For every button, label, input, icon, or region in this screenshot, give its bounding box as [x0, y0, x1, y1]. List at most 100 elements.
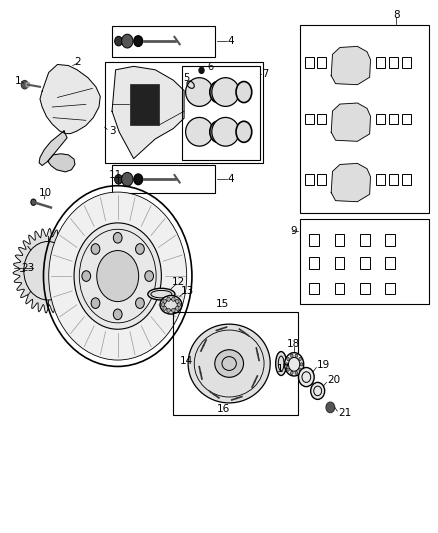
Text: 18: 18	[286, 339, 300, 349]
Bar	[317, 114, 326, 124]
Bar	[130, 84, 159, 125]
Circle shape	[176, 299, 179, 303]
Text: 11: 11	[109, 170, 122, 180]
Text: 15: 15	[216, 298, 230, 309]
Text: 4: 4	[228, 36, 234, 46]
Circle shape	[286, 363, 288, 366]
Polygon shape	[13, 228, 82, 313]
Polygon shape	[112, 66, 184, 159]
Text: 10: 10	[39, 188, 52, 198]
Ellipse shape	[186, 117, 213, 146]
Bar	[376, 57, 385, 68]
Bar	[309, 234, 319, 246]
Text: 19: 19	[317, 360, 331, 370]
Circle shape	[285, 353, 304, 376]
Ellipse shape	[215, 350, 244, 377]
Ellipse shape	[188, 324, 270, 403]
Polygon shape	[40, 64, 100, 134]
Ellipse shape	[210, 82, 226, 102]
Bar	[173, 312, 297, 415]
Bar	[389, 57, 398, 68]
Text: 5: 5	[183, 73, 189, 83]
Text: 1: 1	[14, 77, 21, 86]
Circle shape	[163, 306, 166, 310]
Bar	[305, 114, 314, 124]
Circle shape	[163, 299, 166, 303]
Text: 4: 4	[228, 174, 234, 184]
Circle shape	[295, 354, 298, 357]
Circle shape	[136, 298, 144, 309]
Ellipse shape	[276, 352, 286, 375]
Circle shape	[326, 402, 335, 413]
Circle shape	[290, 354, 293, 357]
Bar	[403, 57, 411, 68]
Circle shape	[82, 271, 91, 281]
Polygon shape	[48, 154, 75, 172]
Bar	[112, 165, 215, 193]
Circle shape	[290, 372, 293, 375]
Bar	[317, 57, 326, 68]
Ellipse shape	[212, 117, 239, 146]
Circle shape	[311, 382, 325, 399]
Circle shape	[134, 174, 143, 184]
Bar	[360, 234, 370, 246]
Text: 20: 20	[327, 375, 340, 385]
Circle shape	[122, 34, 133, 48]
Circle shape	[136, 244, 144, 254]
Bar	[376, 174, 385, 185]
Circle shape	[49, 192, 187, 360]
Circle shape	[74, 223, 161, 329]
Circle shape	[122, 172, 133, 186]
Circle shape	[91, 244, 100, 254]
Polygon shape	[39, 131, 67, 165]
Bar	[385, 257, 395, 269]
Circle shape	[113, 309, 122, 320]
Polygon shape	[331, 103, 371, 141]
Polygon shape	[331, 164, 371, 201]
Circle shape	[145, 271, 153, 281]
Circle shape	[115, 174, 123, 184]
Circle shape	[167, 297, 170, 301]
Bar	[305, 57, 314, 68]
Text: 16: 16	[217, 404, 230, 414]
Circle shape	[298, 368, 314, 386]
Ellipse shape	[148, 288, 175, 300]
Circle shape	[113, 232, 122, 243]
Circle shape	[287, 368, 290, 371]
Circle shape	[91, 298, 100, 309]
Circle shape	[31, 199, 36, 205]
Bar	[309, 257, 319, 269]
Text: 6: 6	[207, 62, 213, 72]
Bar	[360, 257, 370, 269]
Bar	[309, 282, 319, 294]
Text: 2: 2	[74, 57, 81, 67]
Circle shape	[299, 368, 301, 371]
Bar	[376, 114, 385, 124]
Circle shape	[161, 303, 165, 307]
Bar	[300, 219, 428, 304]
Circle shape	[167, 308, 170, 312]
Circle shape	[97, 251, 139, 302]
Bar	[300, 25, 428, 213]
Ellipse shape	[236, 82, 252, 102]
Bar	[403, 174, 411, 185]
Bar	[385, 234, 395, 246]
Circle shape	[295, 372, 298, 375]
Text: 7: 7	[262, 69, 268, 78]
Text: 9: 9	[290, 227, 297, 237]
Ellipse shape	[186, 78, 213, 107]
Bar	[317, 174, 326, 185]
Text: 8: 8	[393, 10, 400, 20]
Circle shape	[176, 306, 179, 310]
Ellipse shape	[236, 122, 252, 142]
Text: 13: 13	[180, 286, 194, 296]
Bar	[360, 282, 370, 294]
Ellipse shape	[160, 295, 182, 314]
Ellipse shape	[212, 78, 239, 107]
Polygon shape	[331, 46, 371, 85]
Circle shape	[287, 358, 290, 361]
Circle shape	[300, 363, 303, 366]
Text: 3: 3	[109, 126, 116, 136]
Bar	[106, 62, 263, 163]
Text: 17: 17	[277, 364, 290, 374]
